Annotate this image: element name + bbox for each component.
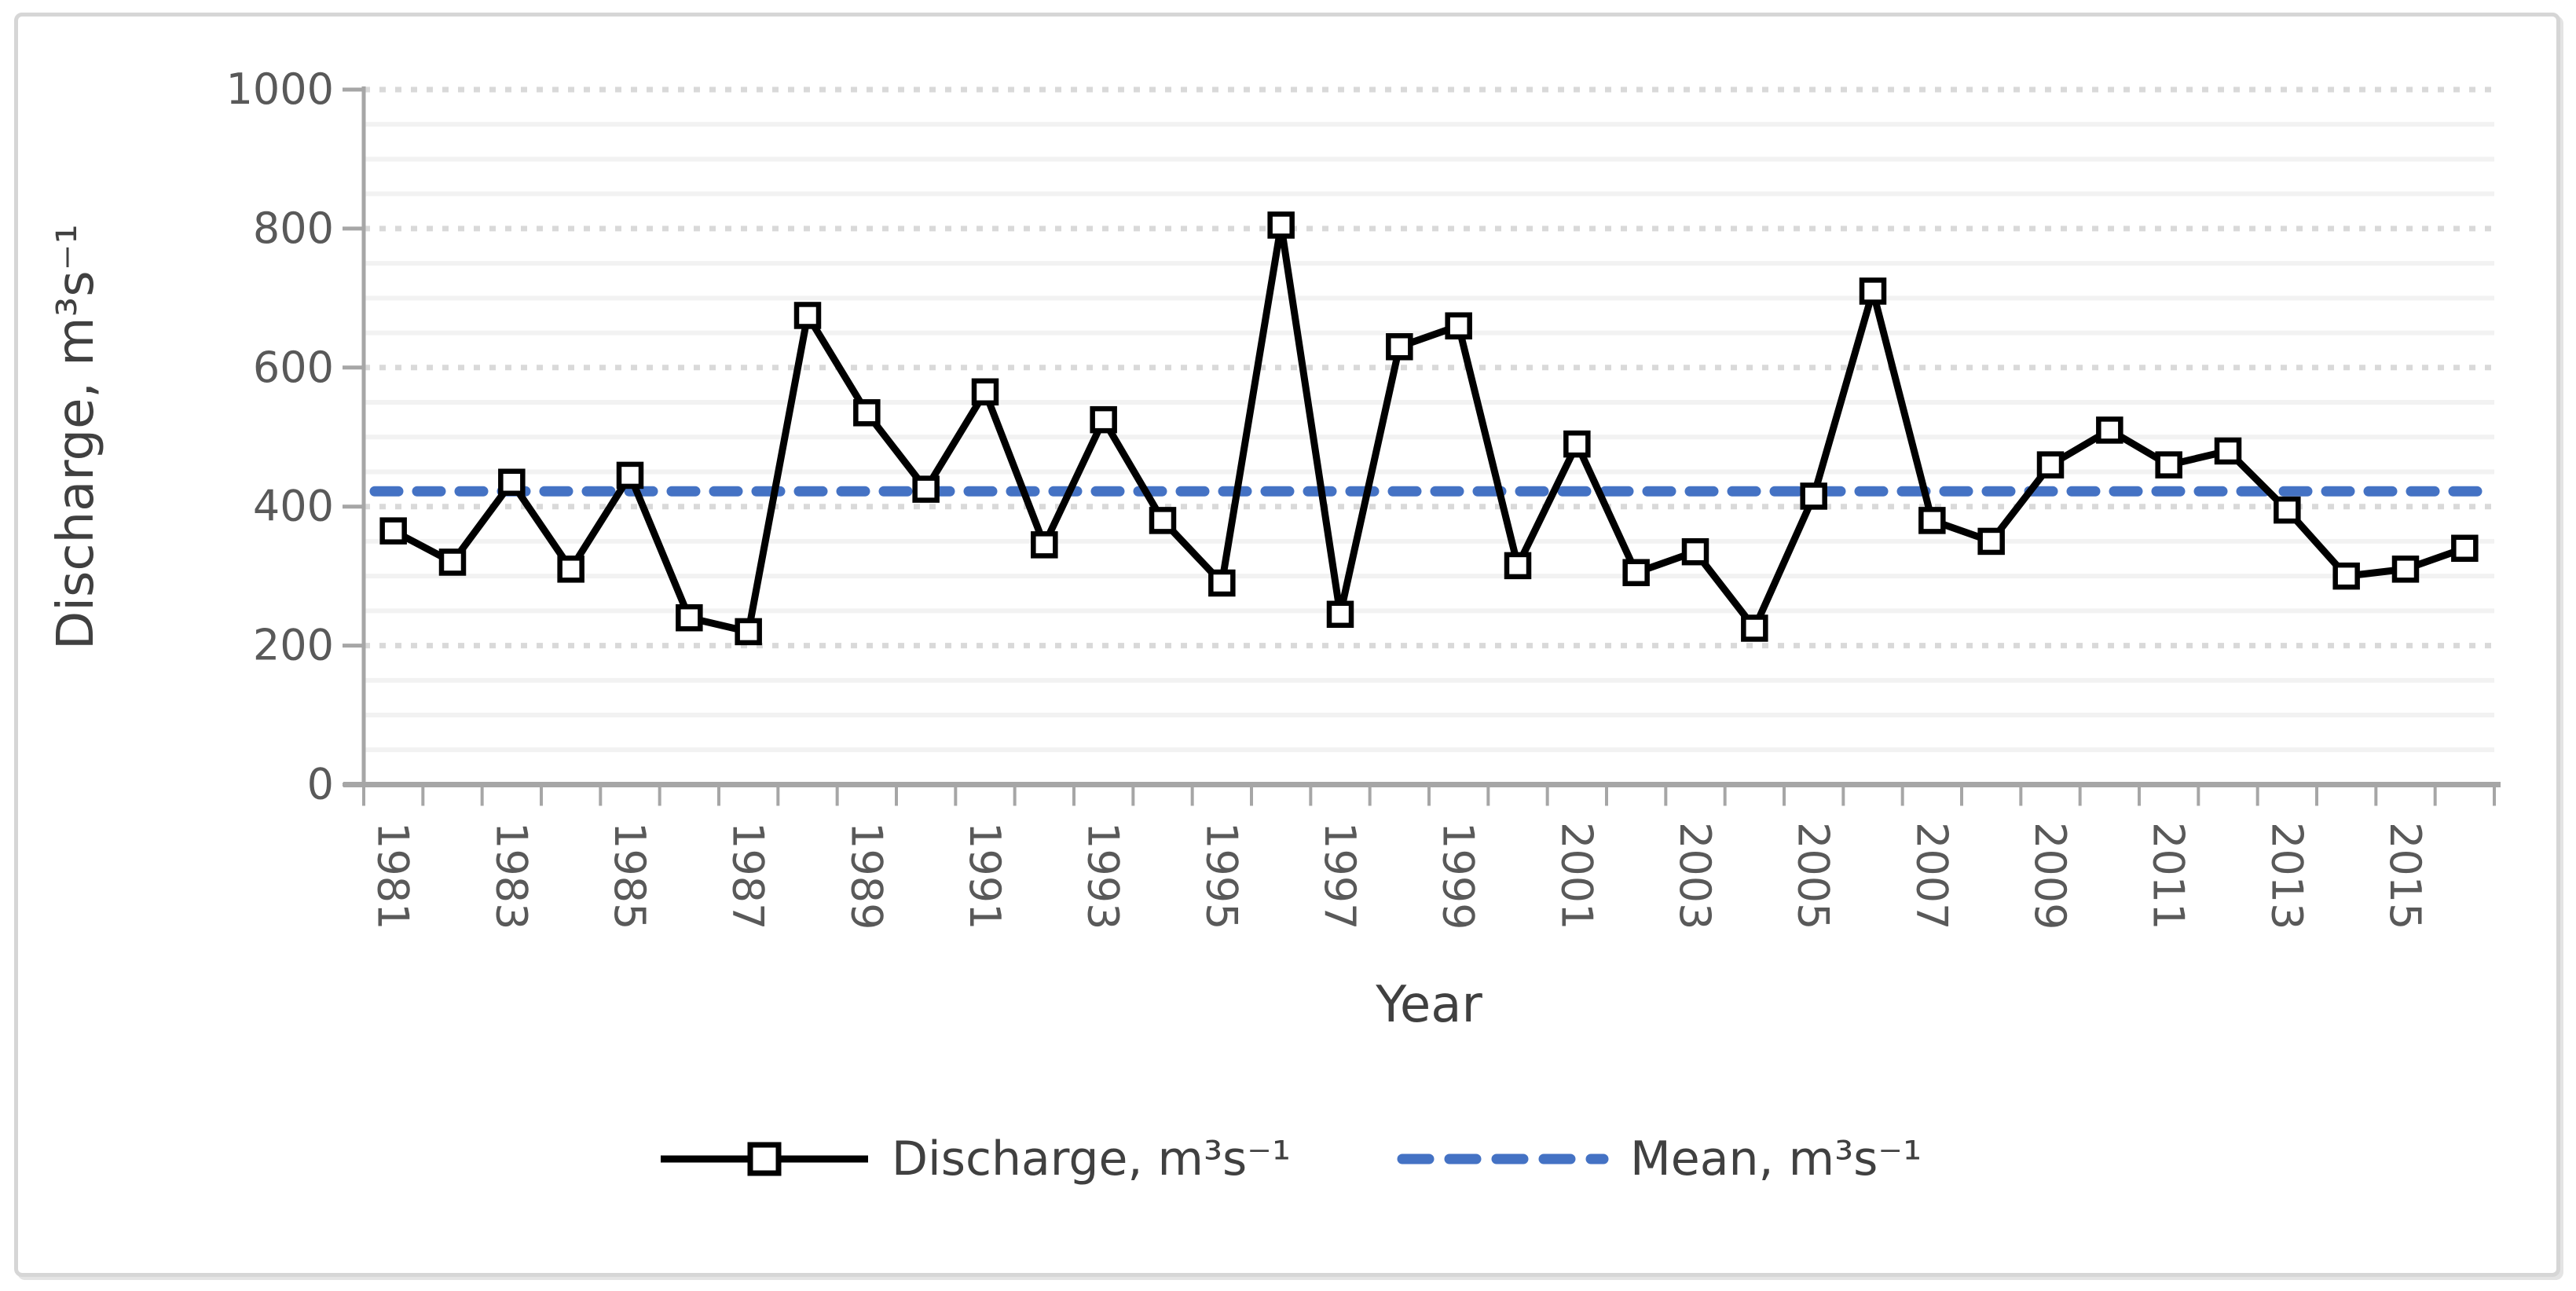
data-point-marker-2016[interactable] [2451,534,2479,563]
discharge-series-swatch [660,1142,868,1176]
data-point-marker-2008[interactable] [1977,527,2005,556]
x-tick-label-2007: 2007 [1907,822,1956,930]
x-tick-label-2003: 2003 [1670,822,1720,930]
x-tick-label-1987: 1987 [724,822,773,930]
data-point-marker-1991[interactable] [971,378,999,406]
chart-legend: Discharge, m³s⁻¹ Mean, m³s⁻¹ [0,1131,2576,1186]
data-point-marker-2007[interactable] [1918,507,1946,534]
data-point-marker-1989[interactable] [853,399,881,427]
x-tick-label-2015: 2015 [2380,822,2430,930]
data-point-marker-1987[interactable] [735,618,762,646]
legend-item-discharge[interactable]: Discharge, m³s⁻¹ [654,1131,1291,1186]
axes [343,86,2501,806]
data-point-marker-2012[interactable] [2214,437,2242,465]
x-tick-label-1989: 1989 [841,822,891,930]
x-tick-label-1991: 1991 [960,822,1010,930]
data-point-marker-1992[interactable] [1031,531,1058,559]
data-point-marker-2005[interactable] [1800,482,1827,510]
x-tick-label-1999: 1999 [1434,822,1483,930]
data-point-marker-1983[interactable] [498,468,526,496]
data-point-marker-1994[interactable] [1149,507,1177,534]
x-tick-label-1995: 1995 [1196,822,1246,930]
data-point-marker-2004[interactable] [1741,614,1768,642]
data-point-marker-2002[interactable] [1622,559,1650,586]
data-point-marker-1982[interactable] [438,548,467,576]
x-tick-label-2011: 2011 [2144,822,2193,930]
data-point-marker-1986[interactable] [676,603,703,632]
y-tick-label-0: 0 [307,760,334,809]
x-tick-label-1981: 1981 [368,822,418,930]
data-point-marker-2006[interactable] [1859,277,1887,305]
legend-item-mean[interactable]: Mean, m³s⁻¹ [1393,1131,1922,1186]
square-marker-icon [747,1142,782,1176]
data-point-marker-2013[interactable] [2274,496,2301,524]
x-tick-label-2005: 2005 [1789,822,1838,930]
y-tick-label-600: 600 [253,343,334,392]
data-point-marker-1988[interactable] [793,302,822,329]
x-tick-label-2001: 2001 [1552,822,1601,930]
x-axis-title: Year [1375,976,1482,1034]
data-point-marker-1990[interactable] [912,475,940,503]
data-point-marker-2010[interactable] [2096,416,2123,444]
data-point-marker-1981[interactable] [379,517,407,545]
x-tick-label-1985: 1985 [605,822,654,930]
x-tick-label-1997: 1997 [1315,822,1365,930]
data-point-marker-2015[interactable] [2391,556,2420,583]
y-axis-title: Discharge, m³s⁻¹ [47,224,105,650]
data-point-marker-1999[interactable] [1445,312,1472,339]
data-point-marker-1997[interactable] [1326,600,1354,629]
data-point-marker-1995[interactable] [1208,569,1236,597]
y-tick-label-1000: 1000 [226,64,334,114]
y-tick-label-200: 200 [253,621,334,670]
data-point-marker-1985[interactable] [616,461,644,490]
x-tick-label-2009: 2009 [2025,822,2075,930]
x-tick-label-1983: 1983 [486,822,536,930]
data-point-marker-1993[interactable] [1090,405,1117,434]
data-point-marker-1984[interactable] [557,556,584,583]
data-point-marker-2000[interactable] [1504,552,1532,580]
data-point-marker-2003[interactable] [1681,537,1709,566]
y-tick-label-800: 800 [253,204,334,253]
legend-label-mean: Mean, m³s⁻¹ [1630,1131,1922,1186]
mean-series-swatch [1397,1153,1609,1164]
x-tick-label-1993: 1993 [1079,822,1128,930]
series [369,211,2494,646]
data-point-marker-2001[interactable] [1563,430,1591,458]
data-point-marker-1996[interactable] [1267,211,1295,239]
data-point-marker-2014[interactable] [2332,562,2360,590]
y-tick-label-400: 400 [253,482,334,531]
gridlines [364,86,2494,753]
data-point-marker-2011[interactable] [2155,451,2182,479]
data-point-marker-2009[interactable] [2036,451,2065,479]
tick-labels: 0 200 400 600 800 1000 1981 1983 1985 1987 1989 199… [226,64,2430,930]
legend-label-discharge: Discharge, m³s⁻¹ [891,1131,1292,1186]
discharge-line [391,221,2466,636]
data-point-marker-1998[interactable] [1386,333,1413,361]
x-tick-label-2013: 2013 [2262,822,2311,930]
